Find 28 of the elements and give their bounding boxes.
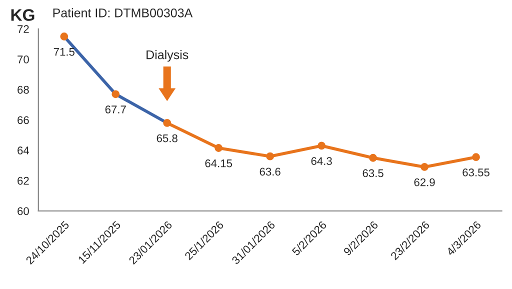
point [318, 142, 326, 150]
point [420, 163, 428, 171]
y-tick-label: 64 [18, 146, 30, 154]
y-tick-label: 62 [18, 176, 29, 185]
point [60, 32, 68, 40]
point [163, 119, 172, 127]
y-tick-label: 66 [18, 116, 29, 124]
annotation: Dialysis [146, 50, 188, 62]
text: Patient ID: DTMB00303A [53, 8, 193, 18]
point [112, 90, 120, 98]
data-label: 64.15 [205, 159, 232, 168]
point [472, 153, 480, 162]
y-tick-label: 60 [18, 207, 29, 216]
point [369, 154, 377, 162]
y-tick-label: 72 [18, 25, 29, 33]
data-label: 71.5 [54, 48, 74, 56]
data-label: 67.7 [105, 106, 126, 114]
data-label: 65.8 [156, 134, 178, 142]
data-label: 63.6 [260, 168, 280, 176]
data-label: 63.55 [462, 168, 490, 176]
y-tick-label: 70 [18, 56, 29, 64]
data-label: 64.3 [311, 157, 332, 165]
point [214, 144, 223, 152]
data-label: 63.5 [362, 169, 384, 178]
y-axis-title: KG [11, 9, 34, 21]
y-tick-label: 68 [18, 86, 29, 94]
data-label: 62.9 [414, 178, 435, 186]
point [266, 152, 274, 160]
